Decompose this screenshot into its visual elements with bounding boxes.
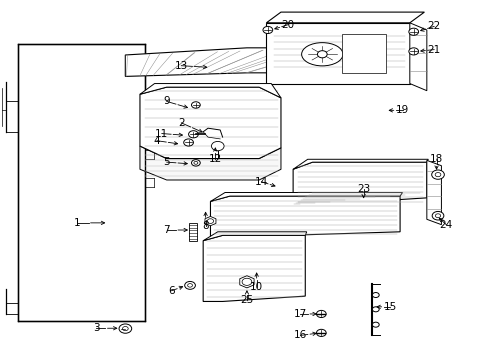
Polygon shape	[203, 232, 306, 241]
Circle shape	[188, 131, 198, 138]
Circle shape	[372, 322, 378, 327]
Ellipse shape	[301, 42, 342, 66]
Polygon shape	[266, 23, 409, 84]
Circle shape	[184, 282, 195, 289]
Circle shape	[372, 293, 378, 297]
Polygon shape	[125, 48, 331, 76]
Circle shape	[431, 211, 443, 220]
Text: 24: 24	[439, 220, 452, 230]
Text: 2: 2	[178, 118, 184, 128]
Polygon shape	[331, 48, 351, 78]
Circle shape	[316, 329, 325, 337]
Text: 14: 14	[254, 177, 267, 187]
Circle shape	[122, 327, 128, 331]
Polygon shape	[210, 193, 402, 202]
Polygon shape	[140, 84, 281, 98]
Polygon shape	[204, 216, 216, 226]
Circle shape	[434, 172, 440, 177]
Circle shape	[242, 278, 251, 285]
Polygon shape	[239, 276, 254, 288]
Text: 13: 13	[174, 61, 187, 71]
Polygon shape	[266, 12, 424, 23]
Circle shape	[191, 159, 200, 166]
Polygon shape	[292, 159, 427, 169]
Text: 4: 4	[153, 136, 160, 146]
Circle shape	[316, 310, 325, 318]
Text: 8: 8	[202, 221, 208, 231]
Circle shape	[183, 139, 193, 146]
Polygon shape	[426, 160, 441, 225]
Circle shape	[431, 170, 444, 179]
Circle shape	[207, 219, 213, 224]
Text: 15: 15	[383, 302, 396, 312]
Text: 22: 22	[427, 21, 440, 31]
Circle shape	[194, 161, 198, 164]
Circle shape	[434, 214, 440, 218]
Text: 5: 5	[163, 157, 170, 167]
Circle shape	[408, 48, 418, 55]
Circle shape	[211, 141, 224, 151]
Bar	[189, 223, 197, 241]
Text: 10: 10	[249, 282, 263, 292]
Circle shape	[119, 324, 131, 333]
Text: 16: 16	[293, 330, 306, 341]
Circle shape	[191, 102, 200, 108]
Text: 19: 19	[395, 105, 408, 115]
Text: 17: 17	[293, 309, 306, 319]
Text: 6: 6	[168, 286, 175, 296]
Polygon shape	[140, 146, 281, 180]
Polygon shape	[210, 196, 399, 237]
Text: 3: 3	[93, 323, 100, 333]
Text: 1: 1	[73, 218, 80, 228]
Circle shape	[372, 307, 378, 312]
Circle shape	[187, 284, 192, 287]
Circle shape	[317, 51, 326, 58]
Polygon shape	[140, 87, 281, 158]
Polygon shape	[203, 235, 305, 301]
Text: 21: 21	[427, 45, 440, 55]
Text: 12: 12	[208, 154, 222, 163]
Text: 23: 23	[356, 184, 369, 194]
Text: 25: 25	[240, 295, 253, 305]
Text: 18: 18	[429, 154, 442, 163]
Text: 20: 20	[281, 19, 294, 30]
Text: 7: 7	[163, 225, 170, 235]
Text: 9: 9	[163, 96, 170, 107]
Circle shape	[408, 28, 418, 35]
Bar	[341, 33, 385, 73]
Circle shape	[243, 279, 250, 285]
Circle shape	[263, 26, 272, 33]
Bar	[19, 44, 144, 321]
Polygon shape	[409, 23, 426, 91]
Text: 11: 11	[155, 129, 168, 139]
Polygon shape	[292, 162, 426, 205]
